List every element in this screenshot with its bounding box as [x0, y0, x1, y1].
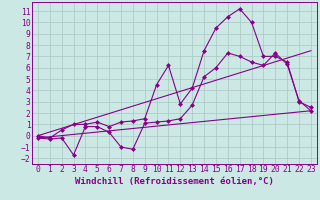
X-axis label: Windchill (Refroidissement éolien,°C): Windchill (Refroidissement éolien,°C)	[75, 177, 274, 186]
